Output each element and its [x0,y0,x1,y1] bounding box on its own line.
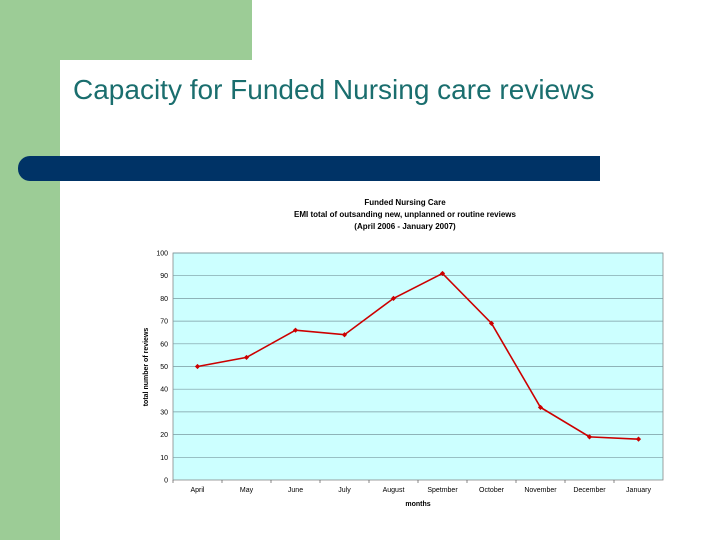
x-axis-label: months [405,501,430,508]
y-tick-label: 50 [160,364,168,371]
plot-area: 0 10 20 30 40 50 60 70 80 90 100 April May June July Au… [156,251,664,494]
y-tick-label: 10 [160,455,168,462]
title-divider-bar [18,156,600,181]
x-tick-label: May [240,487,254,494]
slide-title: Capacity for Funded Nursing care reviews [73,74,595,105]
chart-subtitle-line1: EMI total of outsanding new, unplanned o… [294,210,516,219]
series-line [197,272,639,440]
y-tick-label: 0 [164,478,168,485]
chart-title: Funded Nursing Care [364,198,446,207]
top-accent-band [60,0,252,60]
x-tick-label: October [479,487,505,494]
y-axis-label: total number of reviews [143,328,150,407]
x-tick-label: April [190,487,204,494]
x-tick-label: July [338,487,351,494]
data-point [194,363,201,370]
y-tick-label: 90 [160,273,168,280]
x-tick-label: June [288,487,303,494]
x-tick-label: November [524,487,557,494]
y-tick-label: 100 [156,251,168,258]
y-tick-label: 80 [160,296,168,303]
data-point [439,270,446,277]
chart-subtitle-line2: (April 2006 - January 2007) [354,222,456,231]
chart: Funded Nursing Care EMI total of outsand… [135,190,675,510]
left-accent-band [0,0,60,540]
x-tick-label: Spetmber [427,487,458,494]
data-point [292,327,299,333]
x-tick-label: January [626,487,651,494]
y-tick-label: 70 [160,319,168,326]
x-tick-label: August [383,487,405,494]
y-tick-label: 40 [160,387,168,394]
data-point [488,320,495,326]
y-tick-label: 30 [160,409,168,416]
y-tick-label: 60 [160,341,168,348]
line-chart: Funded Nursing Care EMI total of outsand… [143,198,664,508]
data-point [341,332,348,338]
x-tick-label: December [573,487,606,494]
data-point [586,434,593,440]
y-tick-label: 20 [160,432,168,439]
